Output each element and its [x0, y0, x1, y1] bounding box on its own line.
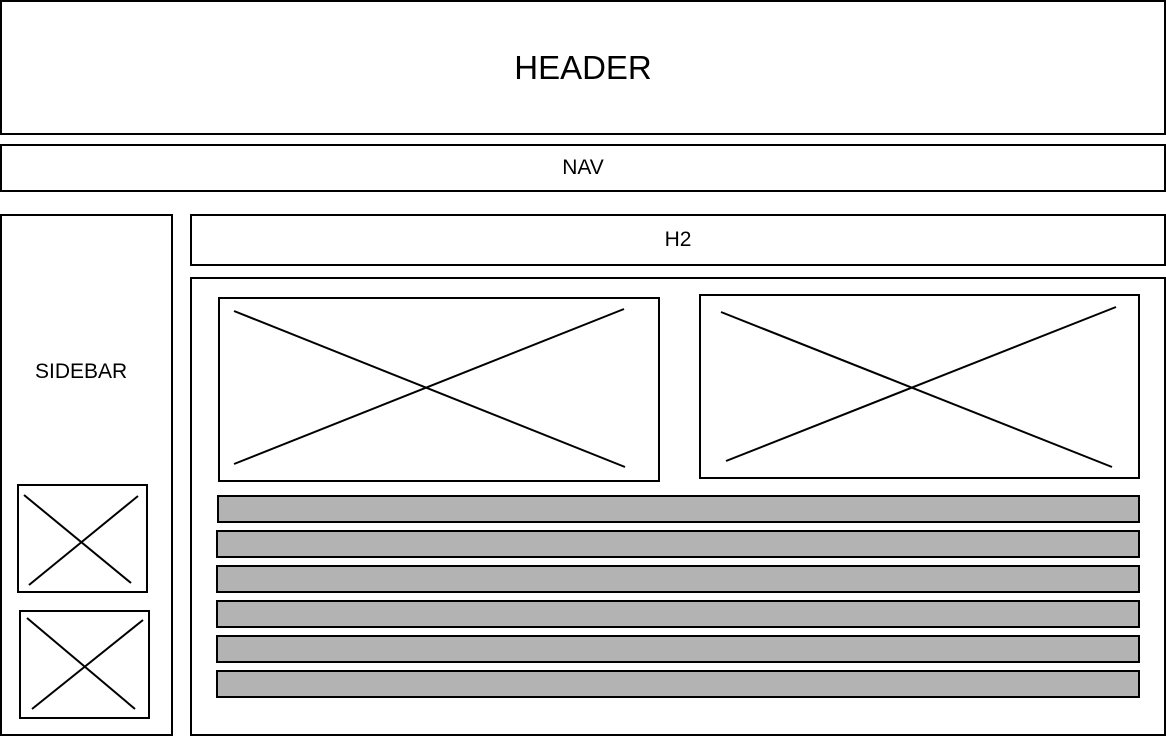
h2-label: H2: [664, 228, 692, 251]
image-placeholder-icon: [233, 308, 626, 468]
header-block: HEADER: [0, 0, 1166, 135]
sidebar-label: SIDEBAR: [35, 360, 128, 383]
content-image-placeholder: [218, 297, 660, 482]
text-line-placeholder: [216, 635, 1140, 663]
nav-label: NAV: [562, 156, 604, 179]
header-label: HEADER: [514, 48, 652, 86]
text-line-placeholder: [216, 565, 1140, 593]
content-image-placeholder: [699, 294, 1140, 479]
h2-block: H2: [190, 214, 1166, 266]
image-placeholder-icon: [720, 306, 1117, 468]
nav-block: NAV: [0, 144, 1166, 192]
text-line-placeholder: [217, 495, 1140, 523]
image-placeholder-icon: [26, 617, 144, 710]
image-placeholder-icon: [23, 494, 139, 586]
text-line-placeholder: [216, 530, 1140, 558]
text-line-placeholder: [216, 670, 1140, 698]
sidebar-image-placeholder: [19, 610, 150, 719]
sidebar-image-placeholder: [17, 484, 148, 593]
text-line-placeholder: [216, 600, 1140, 628]
